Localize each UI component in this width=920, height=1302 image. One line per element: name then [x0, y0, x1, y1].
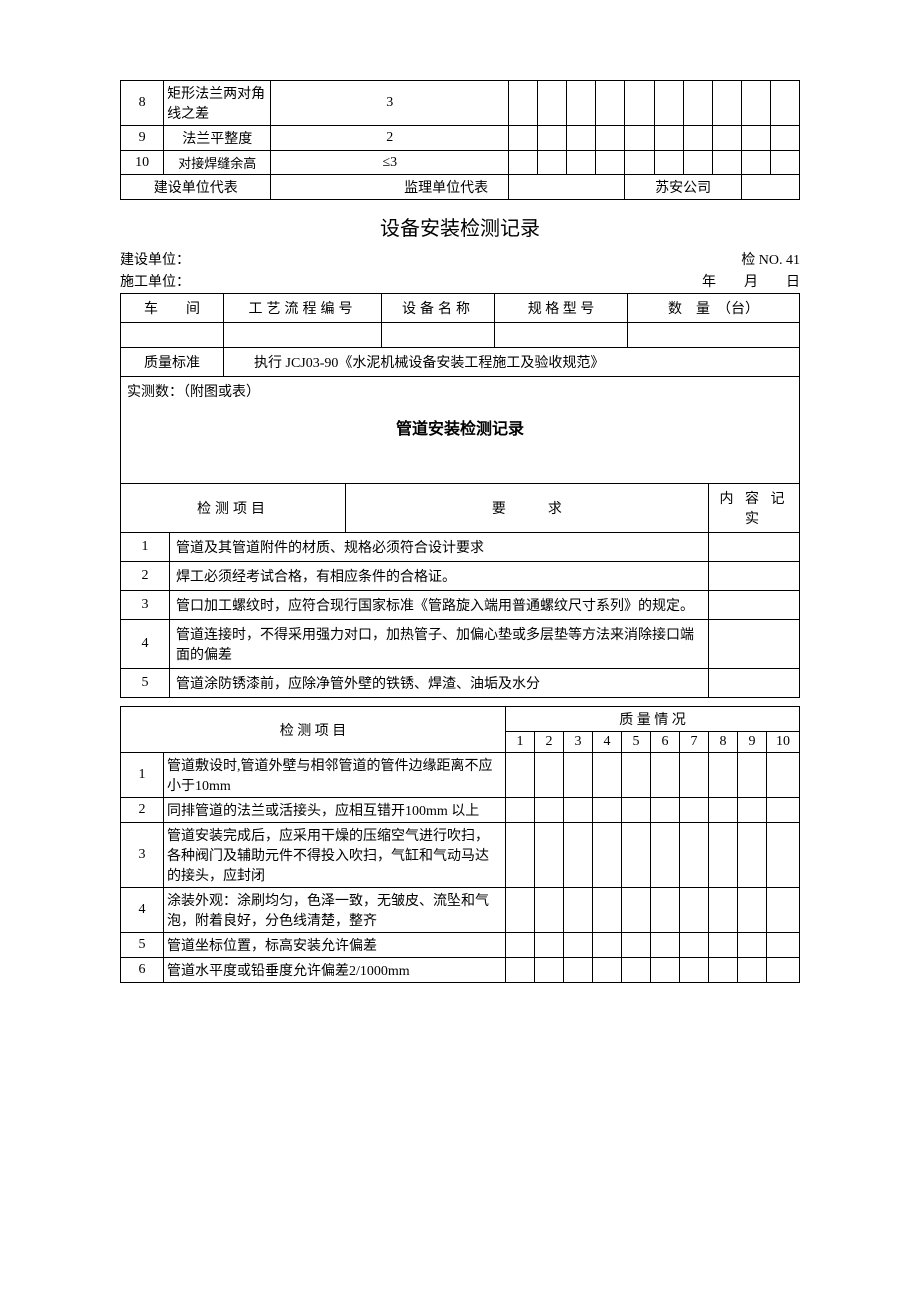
- col-device-name: 设备名称: [382, 294, 495, 323]
- row-text: 涂装外观：涂刷均匀，色泽一致，无皱皮、流坠和气泡，附着良好，分色线清楚，整齐: [164, 888, 506, 933]
- table-row: 10 对接焊缝余高 ≤3: [121, 151, 800, 175]
- cell: [509, 81, 538, 126]
- row-text: 管道坐标位置，标高安装允许偏差: [164, 933, 506, 958]
- col-workshop: 车 间: [121, 294, 224, 323]
- row-num: 10: [121, 151, 164, 175]
- table-row: 2 焊工必须经考试合格，有相应条件的合格证。: [121, 562, 800, 591]
- quality-std-label: 质量标准: [121, 348, 224, 377]
- num-head: 5: [622, 732, 651, 753]
- num-head: 7: [680, 732, 709, 753]
- table-row: 5 管道坐标位置，标高安装允许偏差: [121, 933, 800, 958]
- subtitle-row: 管道安装检测记录: [121, 405, 800, 483]
- row-num: 9: [121, 126, 164, 151]
- row-num: 4: [121, 620, 170, 669]
- footer-label: 监理单位代表: [271, 175, 509, 200]
- footer-label: 苏安公司: [625, 175, 741, 200]
- num-head: 2: [535, 732, 564, 753]
- row-text: 管道及其管道附件的材质、规格必须符合设计要求: [170, 533, 709, 562]
- row-text: 管道涂防锈漆前，应除净管外壁的铁锈、焊渣、油垢及水分: [170, 669, 709, 698]
- row-num: 2: [121, 798, 164, 823]
- header-row-2: 施工单位： 年 月 日: [120, 271, 800, 291]
- doc-no: 检 NO. 41: [741, 249, 800, 269]
- header-row-1: 建设单位： 检 NO. 41: [120, 249, 800, 269]
- measured-row: 实测数：（附图或表）: [121, 377, 800, 406]
- main-title: 设备安装检测记录: [120, 212, 800, 241]
- num-head: 6: [651, 732, 680, 753]
- measured-text: 实测数：（附图或表）: [121, 377, 800, 406]
- row-num: 6: [121, 958, 164, 983]
- row-text: 管道安装完成后，应采用干燥的压缩空气进行吹扫，各种阀门及辅助元件不得投入吹扫，气…: [164, 823, 506, 888]
- col-req: 要 求: [345, 484, 708, 533]
- row-text: 同排管道的法兰或活接头，应相互错开100mm 以上: [164, 798, 506, 823]
- table-row: 4 涂装外观：涂刷均匀，色泽一致，无皱皮、流坠和气泡，附着良好，分色线清楚，整齐: [121, 888, 800, 933]
- quality-std-text: 执行 JCJ03-90《水泥机械设备安装工程施工及验收规范》: [224, 348, 800, 377]
- num-head: 1: [506, 732, 535, 753]
- row-num: 2: [121, 562, 170, 591]
- table-row: 1 管道及其管道附件的材质、规格必须符合设计要求: [121, 533, 800, 562]
- check2-header-1: 检 测 项 目 质 量 情 况: [121, 707, 800, 732]
- table-row: 2 同排管道的法兰或活接头，应相互错开100mm 以上: [121, 798, 800, 823]
- num-head: 4: [593, 732, 622, 753]
- table-row: 6 管道水平度或铅垂度允许偏差2/1000mm: [121, 958, 800, 983]
- row-num: 3: [121, 591, 170, 620]
- info-empty-row: [121, 323, 800, 348]
- col-item: 检 测 项 目: [121, 707, 506, 753]
- table-row: 1 管道敷设时,管道外壁与相邻管道的管件边缘距离不应小于10mm: [121, 753, 800, 798]
- row-num: 8: [121, 81, 164, 126]
- date-line: 年 月 日: [702, 271, 800, 291]
- builder-unit-label: 施工单位：: [120, 271, 190, 291]
- check-table-2: 检 测 项 目 质 量 情 况 1 2 3 4 5 6 7 8 9 10 1 管…: [120, 706, 800, 983]
- table-row: 4 管道连接时，不得采用强力对口，加热管子、加偏心垫或多层垫等方法来消除接口端面…: [121, 620, 800, 669]
- row-num: 5: [121, 669, 170, 698]
- quality-std-row: 质量标准 执行 JCJ03-90《水泥机械设备安装工程施工及验收规范》: [121, 348, 800, 377]
- num-head: 10: [767, 732, 800, 753]
- row-num: 3: [121, 823, 164, 888]
- row-num: 5: [121, 933, 164, 958]
- num-head: 8: [709, 732, 738, 753]
- num-head: 9: [738, 732, 767, 753]
- col-spec: 规 格 型 号: [495, 294, 628, 323]
- table-row: 3 管道安装完成后，应采用干燥的压缩空气进行吹扫，各种阀门及辅助元件不得投入吹扫…: [121, 823, 800, 888]
- row-text: 管道连接时，不得采用强力对口，加热管子、加偏心垫或多层垫等方法来消除接口端面的偏…: [170, 620, 709, 669]
- subtitle: 管道安装检测记录: [127, 415, 793, 439]
- num-head: 3: [564, 732, 593, 753]
- col-record: 内 容 记 实: [708, 484, 799, 533]
- check1-header: 检测项目 要 求 内 容 记 实: [121, 484, 800, 533]
- row-num: 4: [121, 888, 164, 933]
- col-quality: 质 量 情 况: [506, 707, 800, 732]
- row-val: 2: [271, 126, 509, 151]
- check-table-1: 检测项目 要 求 内 容 记 实 1 管道及其管道附件的材质、规格必须符合设计要…: [120, 483, 800, 698]
- row-val: ≤3: [271, 151, 509, 175]
- row-num: 1: [121, 753, 164, 798]
- row-val: 3: [271, 81, 509, 126]
- top-fragment-table: 8 矩形法兰两对角线之差 3 9 法兰平整度 2 10 对接焊缝余高 ≤3 建设…: [120, 80, 800, 200]
- construction-unit-label: 建设单位：: [120, 249, 190, 269]
- table-footer-row: 建设单位代表 监理单位代表 苏安公司: [121, 175, 800, 200]
- table-row: 8 矩形法兰两对角线之差 3: [121, 81, 800, 126]
- footer-label: 建设单位代表: [121, 175, 271, 200]
- table-row: 9 法兰平整度 2: [121, 126, 800, 151]
- row-text: 管口加工螺纹时，应符合现行国家标准《管路旋入端用普通螺纹尺寸系列》的规定。: [170, 591, 709, 620]
- info-table: 车 间 工艺流程编号 设备名称 规 格 型 号 数 量 （台） 质量标准 执行 …: [120, 293, 800, 483]
- table-row: 5 管道涂防锈漆前，应除净管外壁的铁锈、焊渣、油垢及水分: [121, 669, 800, 698]
- row-text: 焊工必须经考试合格，有相应条件的合格证。: [170, 562, 709, 591]
- row-item: 矩形法兰两对角线之差: [164, 81, 271, 126]
- row-item: 法兰平整度: [164, 126, 271, 151]
- row-num: 1: [121, 533, 170, 562]
- row-text: 管道水平度或铅垂度允许偏差2/1000mm: [164, 958, 506, 983]
- col-process-no: 工艺流程编号: [224, 294, 382, 323]
- table-row: 3 管口加工螺纹时，应符合现行国家标准《管路旋入端用普通螺纹尺寸系列》的规定。: [121, 591, 800, 620]
- col-qty: 数 量 （台）: [628, 294, 800, 323]
- info-header-row: 车 间 工艺流程编号 设备名称 规 格 型 号 数 量 （台）: [121, 294, 800, 323]
- row-text: 管道敷设时,管道外壁与相邻管道的管件边缘距离不应小于10mm: [164, 753, 506, 798]
- col-item: 检测项目: [121, 484, 346, 533]
- row-item: 对接焊缝余高: [164, 151, 271, 175]
